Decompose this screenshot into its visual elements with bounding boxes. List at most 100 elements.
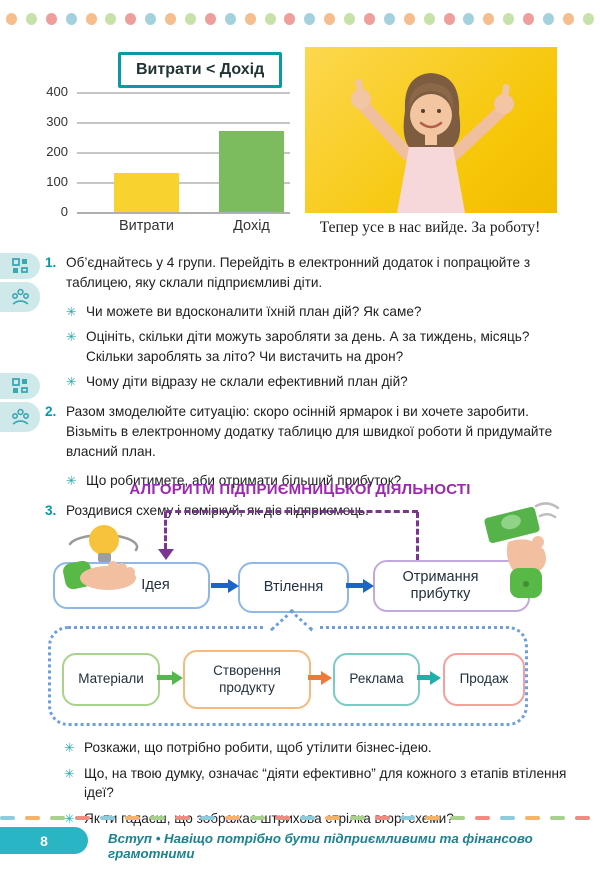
- decorative-dash: [100, 816, 115, 820]
- question-text: Розкажи, що потрібно робити, щоб утілити…: [84, 740, 432, 755]
- decorative-dash: [0, 816, 15, 820]
- bar-income: [219, 131, 284, 212]
- bullet-text: Оцініть, скільки діти можуть заробляти з…: [86, 328, 530, 364]
- bullet-item: ✳ Чому діти відразу не склали ефективний…: [66, 372, 573, 392]
- decorative-dot: [264, 13, 276, 25]
- question-text: Що, на твою думку, означає “діяти ефекти…: [84, 765, 567, 801]
- decorative-dot: [523, 13, 535, 25]
- decorative-dot: [582, 13, 594, 25]
- bullet-item: ✳ Що робитимете, аби отримати більший пр…: [66, 471, 573, 491]
- footer-chapter-title: Вступ • Навіщо потрібно бути підприємлив…: [108, 831, 533, 861]
- decorative-dot: [85, 13, 97, 25]
- substep-product-creation: Створення продукту: [183, 650, 311, 709]
- decorative-dash: [275, 816, 290, 820]
- task-text: Об’єднайтесь у 4 групи. Перейдіть в елек…: [66, 255, 531, 290]
- asterisk-bullet-icon: ✳: [64, 812, 75, 827]
- girl-illustration: [351, 73, 514, 213]
- decorative-dash: [425, 816, 440, 820]
- grid-line: [77, 182, 290, 184]
- x-axis-category-label: Витрати: [119, 218, 174, 234]
- margin-tab-app-link: [0, 253, 40, 279]
- substep-materials: Матеріали: [62, 653, 160, 706]
- bullet-item: ✳ Чи можете ви вдосконалити їхній план д…: [66, 302, 573, 322]
- decorative-dash: [75, 816, 90, 820]
- chart-title: Витрати < Дохід: [118, 52, 283, 88]
- decorative-dash: [400, 816, 415, 820]
- task-item-2: 2. Разом змоделюйте ситуацію: скоро осін…: [45, 402, 573, 462]
- page-number-badge: 8: [0, 827, 88, 854]
- decorative-dash: [350, 816, 365, 820]
- feedback-dashed-line: [166, 510, 418, 513]
- task-item-1: 1. Об’єднайтесь у 4 групи. Перейдіть в е…: [45, 253, 573, 293]
- y-axis-tick-label: 0: [60, 204, 68, 219]
- decorative-dot: [364, 13, 376, 25]
- group-people-icon: [11, 408, 29, 425]
- bullet-text: Чому діти відразу не склали ефективний п…: [86, 373, 408, 389]
- task-number: 2.: [45, 403, 57, 419]
- decorative-dash: [325, 816, 340, 820]
- grid-line: [77, 212, 290, 214]
- arrow-right-head: [363, 578, 374, 593]
- qr-code-icon: [11, 258, 28, 273]
- decorative-dot: [423, 13, 435, 25]
- margin-tab-app-link: [0, 373, 40, 399]
- photo-girl-thumbs-up: [305, 47, 557, 213]
- feedback-arrowhead: [158, 549, 174, 560]
- decorative-dash: [25, 816, 40, 820]
- decorative-dash: [250, 816, 265, 820]
- decorative-dot: [324, 13, 336, 25]
- decorative-dot: [503, 13, 515, 25]
- decorative-dot: [304, 13, 316, 25]
- bullet-item: ✳ Оцініть, скільки діти можуть заробляти…: [66, 327, 573, 367]
- bar-expenses: [114, 173, 179, 212]
- diagram-title: АЛГОРИТМ ПІДПРИЄМНИЦЬКОЇ ДІЯЛЬНОСТІ: [129, 481, 471, 498]
- question-list: ✳ Розкажи, що потрібно робити, щоб утіли…: [64, 738, 574, 835]
- decorative-dash: [50, 816, 65, 820]
- decorative-dot: [403, 13, 415, 25]
- decorative-dash: [450, 816, 465, 820]
- decorative-dot: [65, 13, 77, 25]
- decorative-dash: [225, 816, 240, 820]
- decorative-dot: [6, 13, 17, 25]
- margin-tab-group-work: [0, 402, 40, 432]
- decorative-dash: [175, 816, 190, 820]
- hand-lightbulb-icon: [63, 525, 139, 590]
- arrow-right-head: [172, 670, 183, 685]
- decorative-dot: [483, 13, 495, 25]
- arrow-right-head: [321, 670, 332, 685]
- decorative-dot: [204, 13, 216, 25]
- decorative-dot: [165, 13, 177, 25]
- y-axis-tick-label: 100: [46, 174, 68, 189]
- grid-line: [77, 92, 290, 94]
- decorative-dash: [475, 816, 490, 820]
- decorative-dot: [284, 13, 296, 25]
- decorative-dot: [125, 13, 137, 25]
- task-list: 1. Об’єднайтесь у 4 групи. Перейдіть в е…: [45, 253, 573, 530]
- decorative-dash: [150, 816, 165, 820]
- feedback-dashed-line: [164, 512, 167, 549]
- qr-code-icon: [11, 378, 28, 393]
- bar-chart: Витрати Дохід: [75, 92, 290, 234]
- question-item: ✳ Що, на твою думку, означає “діяти ефек…: [64, 764, 574, 803]
- decorative-dot: [463, 13, 475, 25]
- arrow-right-head: [430, 670, 441, 685]
- arrow-right: [417, 675, 432, 680]
- decorative-dot: [224, 13, 236, 25]
- decorative-dash: [200, 816, 215, 820]
- decorative-dash: [375, 816, 390, 820]
- decorative-dash: [550, 816, 565, 820]
- group-people-icon: [11, 288, 29, 305]
- decorative-dot: [185, 13, 197, 25]
- decorative-dash: [500, 816, 515, 820]
- feedback-dashed-line: [416, 512, 419, 560]
- bullet-text: Що робитимете, аби отримати більший приб…: [86, 472, 402, 488]
- decorative-dot: [344, 13, 356, 25]
- substep-advertising: Реклама: [333, 653, 420, 706]
- decorative-dot: [543, 13, 555, 25]
- asterisk-bullet-icon: ✳: [66, 473, 77, 488]
- decorative-dot: [145, 13, 157, 25]
- task-number: 1.: [45, 255, 57, 270]
- asterisk-bullet-icon: ✳: [64, 766, 75, 781]
- decorative-dot: [45, 13, 57, 25]
- arrow-right-head: [228, 578, 239, 593]
